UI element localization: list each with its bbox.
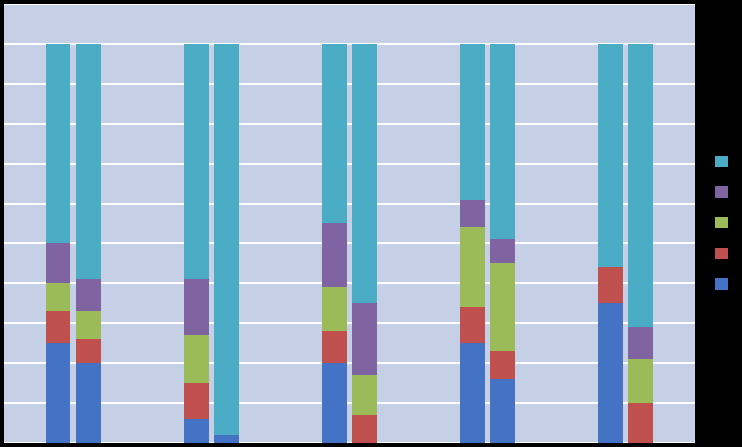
Bar xyxy=(460,307,485,343)
Bar xyxy=(322,44,347,224)
Bar xyxy=(322,363,347,443)
Bar xyxy=(628,403,653,443)
Bar xyxy=(76,44,101,279)
Bar xyxy=(460,343,485,443)
Bar xyxy=(322,287,347,331)
Bar xyxy=(628,44,653,327)
Bar xyxy=(184,419,209,443)
Bar xyxy=(628,327,653,359)
Bar xyxy=(45,311,70,343)
Bar xyxy=(490,351,515,379)
Bar xyxy=(45,343,70,443)
Bar xyxy=(214,435,239,443)
Bar xyxy=(490,263,515,351)
Bar xyxy=(45,44,70,244)
Bar xyxy=(184,383,209,419)
Bar xyxy=(322,224,347,287)
Bar xyxy=(460,228,485,307)
Legend: , , , , : , , , , xyxy=(709,148,739,299)
Bar xyxy=(490,240,515,263)
Bar xyxy=(45,244,70,283)
Bar xyxy=(184,335,209,383)
Bar xyxy=(352,44,377,303)
Bar xyxy=(598,303,623,443)
Bar xyxy=(184,44,209,279)
Bar xyxy=(460,44,485,199)
Bar xyxy=(76,311,101,339)
Bar xyxy=(76,363,101,443)
Bar xyxy=(322,331,347,363)
Bar xyxy=(598,267,623,303)
Bar xyxy=(490,44,515,240)
Bar xyxy=(598,44,623,267)
Bar xyxy=(490,379,515,443)
Bar xyxy=(352,375,377,415)
Bar xyxy=(352,303,377,375)
Bar xyxy=(352,415,377,443)
Bar xyxy=(460,199,485,228)
Bar xyxy=(45,283,70,311)
Bar xyxy=(214,44,239,435)
Bar xyxy=(628,359,653,403)
Bar xyxy=(76,279,101,311)
Bar xyxy=(76,339,101,363)
Bar xyxy=(184,279,209,335)
